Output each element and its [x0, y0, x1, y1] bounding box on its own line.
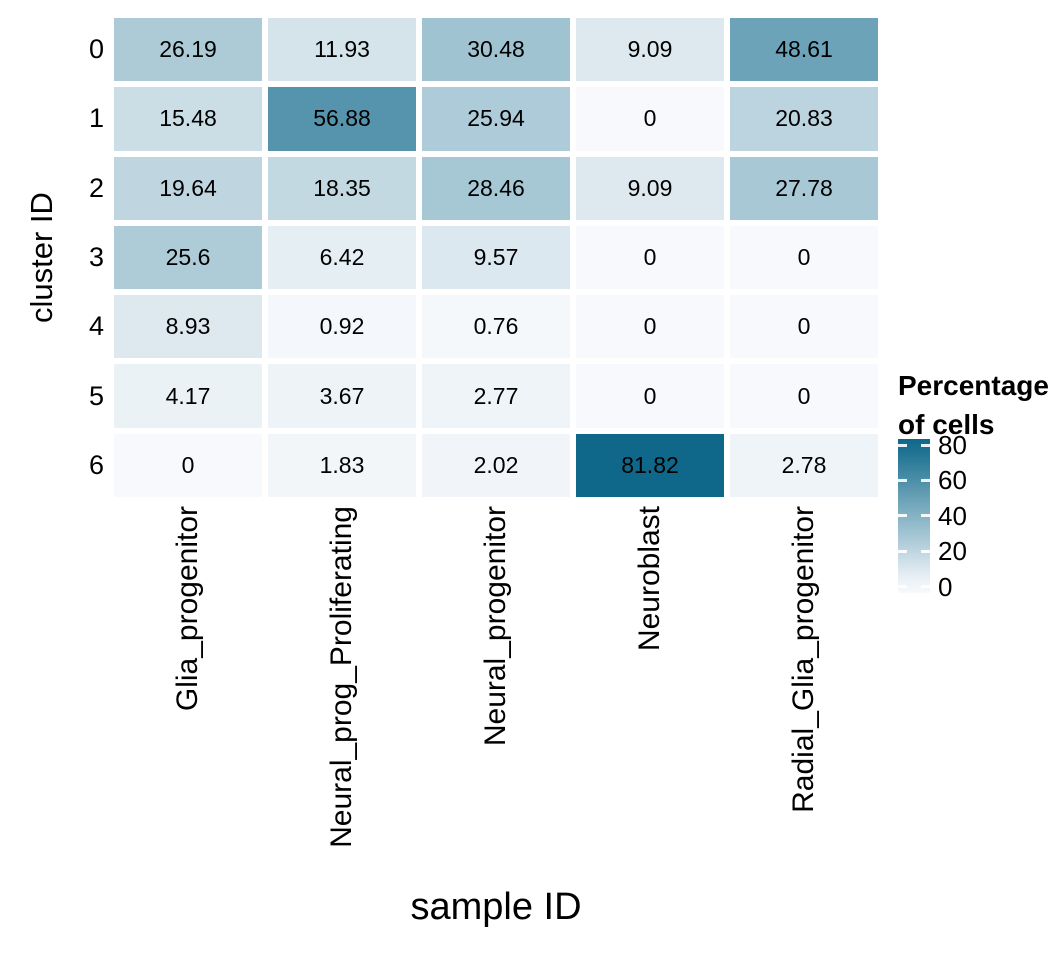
legend-tick-label-4: 0	[938, 571, 953, 602]
heatmap-cell-r0c0: 26.19	[114, 18, 262, 82]
heatmap-cell-r1c1: 56.88	[268, 87, 416, 151]
heatmap-cell-r1c4: 20.83	[730, 87, 878, 151]
heatmap-cell-r3c3: 0	[576, 225, 724, 290]
heatmap-cell-r4c1: 0.92	[268, 295, 416, 359]
y-tick-label-3: 3	[88, 241, 104, 272]
legend-tick-mark	[921, 549, 930, 553]
legend-title-line-2: of cells	[898, 409, 995, 440]
heatmap-cell-r6c4: 2.78	[730, 433, 878, 497]
y-tick-label-2: 2	[88, 172, 104, 203]
x-tick-label-4: Radial_Glia_progenitor	[787, 506, 820, 813]
heatmap-cell-r2c4: 27.78	[730, 156, 878, 220]
heatmap-cell-r3c0: 25.6	[114, 225, 262, 290]
heatmap-cell-r6c1: 1.83	[268, 433, 416, 497]
heatmap-cell-r4c4: 0	[730, 295, 878, 359]
heatmap-cell-r5c3: 0	[576, 364, 724, 428]
y-tick-label-0: 0	[88, 34, 104, 65]
heatmap-cell-r4c0: 8.93	[114, 295, 262, 359]
heatmap-cell-r3c1: 6.42	[268, 225, 416, 290]
heatmap-cell-r3c4: 0	[730, 225, 878, 290]
heatmap-cell-r2c0: 19.64	[114, 156, 262, 220]
heatmap-cell-r0c2: 30.48	[422, 18, 570, 82]
legend-tick-label-1: 60	[938, 465, 967, 496]
heatmap-cell-r5c1: 3.67	[268, 364, 416, 428]
legend-tick-mark	[898, 549, 907, 553]
legend-tick-label-0: 80	[938, 430, 967, 460]
legend-tick-mark	[898, 443, 907, 447]
x-tick-label-2: Neural_progenitor	[479, 506, 512, 747]
heatmap-cell-r1c3: 0	[576, 87, 724, 151]
legend-tick-mark	[898, 478, 907, 482]
heatmap-cell-r1c2: 25.94	[422, 87, 570, 151]
heatmap-cell-r6c3: 81.82	[576, 433, 724, 497]
heatmap-cell-r5c4: 0	[730, 364, 878, 428]
y-tick-label-4: 4	[88, 311, 104, 342]
heatmap-cell-r0c3: 9.09	[576, 18, 724, 82]
heatmap-cell-r2c3: 9.09	[576, 156, 724, 220]
x-tick-label-3: Neuroblast	[633, 506, 666, 652]
legend-tick-mark	[898, 514, 907, 518]
legend-tick-mark	[921, 478, 930, 482]
heatmap-grid: 26.19 11.93 30.48 9.09 48.61 15.48 56.88 25.94 0…	[114, 18, 878, 497]
legend-tick-mark	[921, 443, 930, 447]
heatmap-cell-r6c0: 0	[114, 433, 262, 497]
heatmap-cell-r5c2: 2.77	[422, 364, 570, 428]
y-axis-ticks: 0 1 2 3 4 5 6	[0, 18, 104, 497]
heatmap-cell-r2c1: 18.35	[268, 156, 416, 220]
legend-tick-mark	[921, 585, 930, 589]
heatmap-cell-r0c4: 48.61	[730, 18, 878, 82]
legend-tick-label-2: 40	[938, 500, 967, 531]
heatmap-cell-r0c1: 11.93	[268, 18, 416, 82]
heatmap-cell-r1c0: 15.48	[114, 87, 262, 151]
legend-title-line-1: Percentage	[898, 370, 1049, 401]
y-tick-label-5: 5	[88, 380, 104, 411]
legend-tick-label-3: 20	[938, 536, 967, 567]
heatmap-cell-r4c3: 0	[576, 295, 724, 359]
legend-colorbar	[898, 439, 930, 593]
legend-title: Percentage of cells	[898, 366, 1049, 444]
heatmap-cell-r2c2: 28.46	[422, 156, 570, 220]
legend: Percentage of cells 80 60 40 20 0	[880, 366, 1056, 626]
x-axis-title: sample ID	[410, 886, 582, 928]
x-tick-label-1: Neural_prog_Proliferating	[325, 506, 358, 848]
legend-tick-mark	[921, 514, 930, 518]
legend-tick-mark	[898, 585, 907, 589]
heatmap-cell-r4c2: 0.76	[422, 295, 570, 359]
heatmap-cell-r3c2: 9.57	[422, 225, 570, 290]
y-tick-label-6: 6	[88, 449, 104, 480]
x-tick-label-0: Glia_progenitor	[171, 506, 204, 712]
heatmap-cell-r5c0: 4.17	[114, 364, 262, 428]
heatmap-cell-r6c2: 2.02	[422, 433, 570, 497]
y-tick-label-1: 1	[88, 103, 104, 134]
